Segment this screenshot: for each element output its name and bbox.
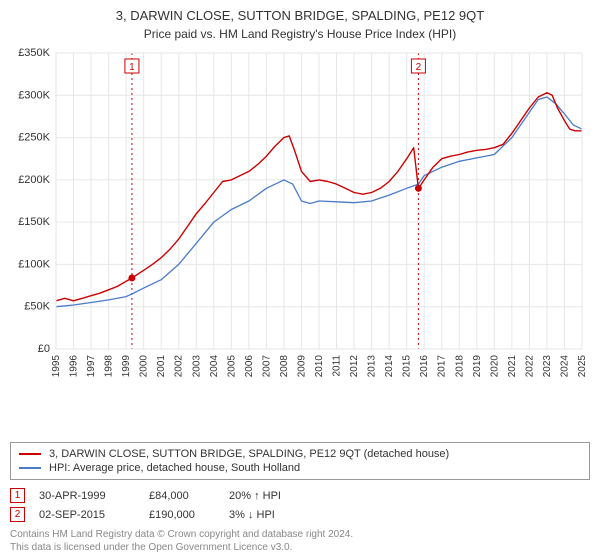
legend-swatch: [19, 467, 41, 469]
svg-text:2000: 2000: [139, 355, 150, 378]
legend: 3, DARWIN CLOSE, SUTTON BRIDGE, SPALDING…: [10, 442, 590, 480]
svg-text:£350K: £350K: [18, 47, 50, 59]
event-table: 1 30-APR-1999£84,00020% ↑ HPI 2 02-SEP-2015…: [10, 486, 590, 524]
svg-text:1995: 1995: [51, 355, 62, 378]
svg-text:2017: 2017: [437, 355, 448, 378]
svg-text:2023: 2023: [542, 355, 553, 378]
legend-label: 3, DARWIN CLOSE, SUTTON BRIDGE, SPALDING…: [49, 448, 449, 460]
attribution-line: This data is licensed under the Open Gov…: [10, 541, 590, 554]
svg-text:2004: 2004: [209, 355, 220, 378]
svg-text:2012: 2012: [349, 355, 360, 378]
svg-text:2014: 2014: [384, 355, 395, 378]
svg-text:2024: 2024: [559, 355, 570, 378]
svg-text:£100K: £100K: [18, 258, 50, 270]
svg-text:2011: 2011: [332, 355, 343, 377]
chart-subtitle: Price paid vs. HM Land Registry's House …: [10, 27, 590, 41]
svg-text:£250K: £250K: [18, 132, 50, 144]
event-price: £84,000: [149, 490, 229, 502]
legend-swatch: [19, 453, 41, 455]
svg-text:2021: 2021: [507, 355, 518, 378]
svg-text:2015: 2015: [402, 355, 413, 378]
attribution-line: Contains HM Land Registry data © Crown c…: [10, 528, 590, 541]
event-date: 02-SEP-2015: [39, 509, 149, 521]
svg-text:2003: 2003: [191, 355, 202, 378]
svg-text:1999: 1999: [121, 355, 132, 378]
legend-label: HPI: Average price, detached house, Sout…: [49, 462, 300, 474]
svg-text:2008: 2008: [279, 355, 290, 378]
chart-title: 3, DARWIN CLOSE, SUTTON BRIDGE, SPALDING…: [10, 8, 590, 23]
svg-text:2010: 2010: [314, 355, 325, 378]
svg-text:£300K: £300K: [18, 89, 50, 101]
legend-item: 3, DARWIN CLOSE, SUTTON BRIDGE, SPALDING…: [19, 447, 581, 461]
event-badge: 2: [10, 507, 25, 522]
svg-text:2005: 2005: [226, 355, 237, 378]
event-row: 1 30-APR-1999£84,00020% ↑ HPI: [10, 486, 590, 505]
svg-text:1: 1: [129, 62, 135, 73]
svg-text:1998: 1998: [104, 355, 115, 378]
attribution: Contains HM Land Registry data © Crown c…: [10, 528, 590, 554]
event-row: 2 02-SEP-2015£190,0003% ↓ HPI: [10, 505, 590, 524]
svg-text:2025: 2025: [577, 355, 588, 378]
svg-text:2006: 2006: [244, 355, 255, 378]
event-price: £190,000: [149, 509, 229, 521]
svg-text:2009: 2009: [296, 355, 307, 378]
svg-text:1997: 1997: [86, 355, 97, 378]
legend-item: HPI: Average price, detached house, Sout…: [19, 461, 581, 475]
svg-text:2016: 2016: [419, 355, 430, 378]
price-chart: £0 £50K £100K £150K £200K £250K £300K £350K 1995…: [10, 47, 590, 436]
svg-text:2018: 2018: [454, 355, 465, 378]
svg-text:2019: 2019: [472, 355, 483, 378]
svg-text:2002: 2002: [174, 355, 185, 378]
event-delta: 3% ↓ HPI: [229, 509, 339, 521]
svg-text:2: 2: [416, 62, 422, 73]
svg-text:£150K: £150K: [18, 216, 50, 228]
event-date: 30-APR-1999: [39, 490, 149, 502]
svg-text:£0: £0: [38, 343, 50, 355]
event-delta: 20% ↑ HPI: [229, 490, 339, 502]
svg-text:1996: 1996: [69, 355, 80, 378]
svg-text:£200K: £200K: [18, 174, 50, 186]
svg-text:2022: 2022: [524, 355, 535, 378]
svg-text:2001: 2001: [156, 355, 167, 378]
event-badge: 1: [10, 488, 25, 503]
svg-text:£50K: £50K: [24, 301, 50, 313]
svg-text:2020: 2020: [489, 355, 500, 378]
svg-text:2013: 2013: [367, 355, 378, 378]
svg-text:2007: 2007: [261, 355, 272, 378]
